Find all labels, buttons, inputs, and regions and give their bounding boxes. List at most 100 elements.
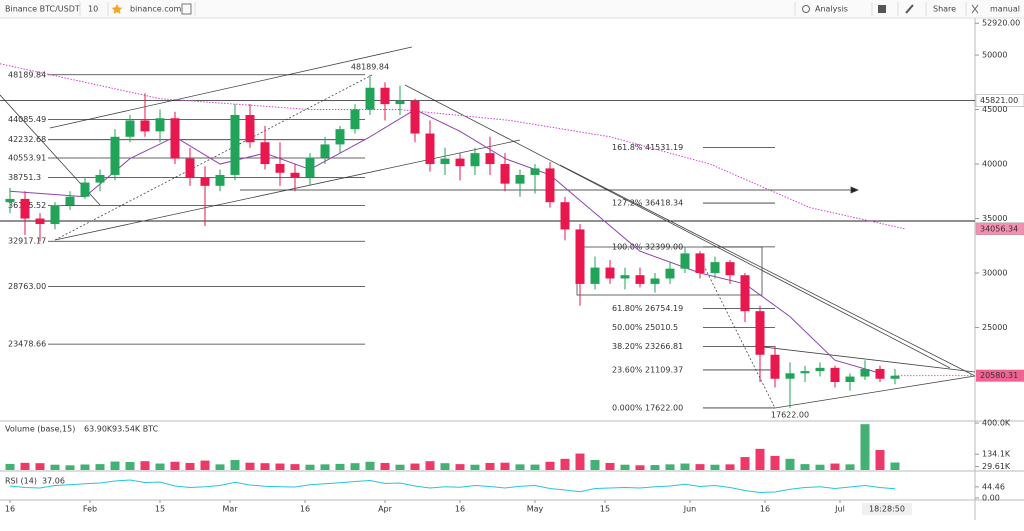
volume-bar bbox=[860, 424, 870, 470]
volume-current: 63.90K bbox=[84, 425, 113, 434]
candle-body bbox=[710, 262, 720, 274]
interval[interactable]: 10 bbox=[88, 5, 98, 14]
candle-body bbox=[335, 129, 345, 145]
candle-body bbox=[65, 196, 75, 206]
x-tick-label: May bbox=[527, 505, 544, 514]
site[interactable]: binance.com bbox=[130, 5, 182, 14]
volume-bar bbox=[665, 464, 675, 470]
candle-body bbox=[275, 164, 285, 173]
candle-body bbox=[110, 136, 120, 175]
candle-body bbox=[5, 198, 15, 203]
level-label: 23478.66 bbox=[8, 340, 46, 349]
candle-body bbox=[410, 100, 420, 134]
candle-body bbox=[605, 267, 615, 279]
price-label: 34056.34 bbox=[980, 224, 1018, 233]
candle-body bbox=[485, 153, 495, 165]
volume-bar bbox=[200, 460, 210, 470]
candle-body bbox=[35, 218, 45, 224]
volume-bar bbox=[140, 461, 150, 470]
volume-bar bbox=[215, 464, 225, 470]
volume-tick-label: 400.0K bbox=[982, 419, 1011, 428]
volume-bar bbox=[485, 462, 495, 470]
trendline bbox=[49, 46, 413, 129]
current-price-box bbox=[976, 369, 1024, 382]
fib-ratio: 127.2% bbox=[612, 199, 643, 208]
time-box bbox=[862, 503, 912, 515]
volume-bar bbox=[875, 450, 885, 470]
candle-body bbox=[740, 275, 750, 312]
volume-bar bbox=[710, 464, 720, 470]
candle-body bbox=[650, 278, 660, 284]
candle-body bbox=[455, 158, 465, 167]
y-tick-label: 50000 bbox=[982, 51, 1007, 60]
candle-body bbox=[500, 164, 510, 184]
y-tick-label: 45000 bbox=[982, 105, 1007, 114]
toolbar-bg bbox=[0, 0, 1024, 18]
candle-body bbox=[725, 262, 735, 276]
volume-bar bbox=[335, 463, 345, 470]
volume-bar bbox=[590, 460, 600, 470]
volume-bar bbox=[80, 464, 90, 470]
candle-body bbox=[545, 168, 555, 203]
fib-price: 17622.00 bbox=[645, 403, 683, 412]
rsi-line bbox=[9, 479, 896, 494]
trendline bbox=[754, 345, 976, 373]
fib-ratio: 100.0% bbox=[612, 242, 643, 251]
candle-body bbox=[320, 144, 330, 158]
icon[interactable] bbox=[802, 5, 810, 13]
fib-price: 41531.19 bbox=[645, 143, 683, 152]
candle-body bbox=[530, 168, 540, 175]
fib-ratio: 23.60% bbox=[612, 365, 643, 374]
fib-price: 21109.37 bbox=[645, 365, 683, 374]
candle-body bbox=[305, 157, 315, 178]
candle-body bbox=[350, 109, 360, 130]
volume-title: Volume (base,15) bbox=[5, 425, 75, 434]
user[interactable]: manual bbox=[990, 5, 1020, 14]
symbol[interactable]: Binance BTC/USDT bbox=[5, 5, 80, 14]
volume-bar bbox=[545, 461, 555, 470]
volume-bar bbox=[830, 463, 840, 470]
star-icon[interactable] bbox=[111, 4, 123, 14]
fib-price: 23266.81 bbox=[645, 342, 683, 351]
volume-bar bbox=[680, 463, 690, 470]
volume-bar bbox=[65, 465, 75, 470]
volume-bar bbox=[245, 462, 255, 470]
y-tick-label: 40000 bbox=[982, 160, 1007, 169]
analysis[interactable]: Analysis bbox=[815, 5, 848, 14]
x-tick-label: 16 bbox=[5, 505, 15, 514]
trendline bbox=[774, 375, 976, 409]
icon[interactable] bbox=[905, 4, 914, 14]
volume-total: 93.54K BTC bbox=[112, 425, 159, 434]
x-tick-label: Jun bbox=[683, 505, 697, 514]
candle-body bbox=[380, 87, 390, 105]
candle-body bbox=[425, 133, 435, 165]
icon[interactable] bbox=[971, 4, 979, 14]
share[interactable]: Share bbox=[933, 5, 956, 14]
trendline bbox=[404, 84, 951, 369]
volume-bar bbox=[620, 464, 630, 470]
x-tick-label: 15 bbox=[600, 505, 610, 514]
volume-bar bbox=[470, 464, 480, 470]
volume-bar bbox=[605, 462, 615, 470]
volume-bar bbox=[455, 464, 465, 470]
level-label: 44085.49 bbox=[8, 115, 46, 124]
candle-body bbox=[830, 367, 840, 383]
icon[interactable] bbox=[181, 3, 192, 15]
volume-bar bbox=[155, 463, 165, 470]
candle-body bbox=[215, 174, 225, 186]
fib-price: 26754.19 bbox=[645, 304, 683, 313]
volume-bar bbox=[35, 463, 45, 470]
candle-body bbox=[155, 118, 165, 132]
candle-body bbox=[860, 368, 870, 377]
volume-bar bbox=[125, 462, 135, 470]
icon[interactable] bbox=[878, 5, 886, 13]
arrow-head bbox=[850, 186, 860, 194]
candle-body bbox=[50, 205, 60, 224]
volume-bar bbox=[560, 458, 570, 470]
level-label: 40553.91 bbox=[8, 154, 46, 163]
volume-bar bbox=[185, 462, 195, 470]
price-box bbox=[975, 94, 1024, 107]
volume-bar bbox=[380, 462, 390, 470]
volume-bar bbox=[635, 465, 645, 470]
